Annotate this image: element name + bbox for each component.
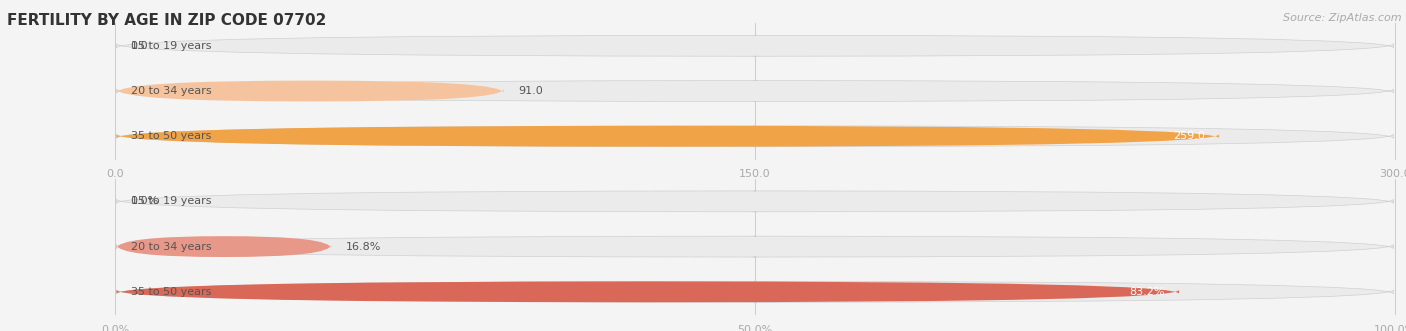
Text: 259.0: 259.0 [1173, 131, 1205, 141]
FancyBboxPatch shape [117, 281, 1180, 302]
Text: 300.0: 300.0 [1379, 169, 1406, 179]
FancyBboxPatch shape [117, 191, 1393, 212]
Text: 35 to 50 years: 35 to 50 years [131, 131, 211, 141]
Text: FERTILITY BY AGE IN ZIP CODE 07702: FERTILITY BY AGE IN ZIP CODE 07702 [7, 13, 326, 28]
FancyBboxPatch shape [117, 35, 1393, 56]
Text: 0.0: 0.0 [107, 169, 124, 179]
Text: 35 to 50 years: 35 to 50 years [131, 287, 211, 297]
FancyBboxPatch shape [117, 80, 1393, 102]
Text: 15 to 19 years: 15 to 19 years [131, 196, 211, 206]
FancyBboxPatch shape [117, 236, 330, 257]
Text: 83.2%: 83.2% [1129, 287, 1164, 297]
Text: 150.0: 150.0 [740, 169, 770, 179]
Text: 0.0%: 0.0% [101, 325, 129, 331]
Text: 91.0: 91.0 [519, 86, 544, 96]
Text: 0.0: 0.0 [131, 41, 148, 51]
Text: 20 to 34 years: 20 to 34 years [131, 242, 211, 252]
Text: 16.8%: 16.8% [346, 242, 381, 252]
FancyBboxPatch shape [117, 126, 1393, 147]
FancyBboxPatch shape [117, 80, 503, 102]
FancyBboxPatch shape [117, 126, 1219, 147]
Text: Source: ZipAtlas.com: Source: ZipAtlas.com [1284, 13, 1402, 23]
Text: 0.0%: 0.0% [131, 196, 159, 206]
Text: 15 to 19 years: 15 to 19 years [131, 41, 211, 51]
Text: 20 to 34 years: 20 to 34 years [131, 86, 211, 96]
Text: 100.0%: 100.0% [1374, 325, 1406, 331]
FancyBboxPatch shape [117, 281, 1393, 302]
FancyBboxPatch shape [117, 236, 1393, 257]
Text: 50.0%: 50.0% [737, 325, 773, 331]
